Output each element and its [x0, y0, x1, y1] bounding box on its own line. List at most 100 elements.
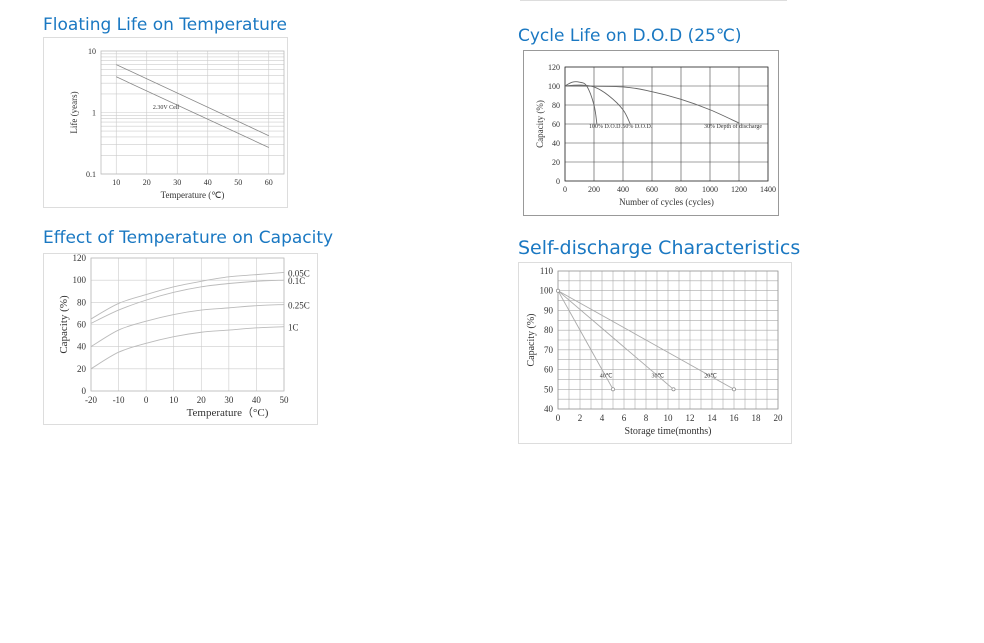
y-tick-label: 80	[552, 101, 560, 110]
y-tick-label: 120	[73, 254, 87, 263]
x-tick-label: 1000	[702, 185, 718, 194]
series-label: 50% D.O.D.	[622, 124, 652, 130]
series-line-1	[90, 279, 285, 324]
y-tick-label: 10	[88, 47, 96, 56]
y-tick-label: 80	[77, 297, 87, 307]
x-tick-label: 12	[686, 413, 695, 423]
end-point-marker	[671, 387, 676, 392]
y-axis-label: Capacity (%)	[535, 100, 545, 148]
y-tick-label: 90	[544, 305, 554, 315]
x-tick-label: 18	[752, 413, 762, 423]
x-tick-label: -20	[85, 395, 97, 405]
start-point-marker	[556, 288, 560, 293]
x-tick-label: 0	[144, 395, 149, 405]
x-axis-label: Temperature（°C)	[187, 406, 269, 419]
x-tick-label: 20	[197, 395, 207, 405]
end-point-marker	[611, 387, 615, 392]
x-tick-label: 0	[556, 413, 561, 423]
x-tick-label: 600	[646, 185, 658, 194]
plot-frame	[100, 50, 285, 175]
y-tick-label: 40	[77, 342, 87, 352]
x-axis-label: Storage time(months)	[625, 426, 712, 437]
y-tick-label: 0	[82, 386, 87, 396]
x-tick-label: 800	[675, 185, 687, 194]
series-line-2	[90, 304, 285, 348]
series-label: 20℃	[704, 373, 717, 379]
y-tick-label: 1	[92, 109, 96, 118]
x-tick-label: 10	[169, 395, 179, 405]
x-tick-label: 1200	[731, 185, 747, 194]
x-tick-label: 400	[617, 185, 629, 194]
plot-frame	[557, 270, 779, 410]
self-discharge-chart: 0 2 4 6 8 10 12 14 16 18 20 40 50 60 70 80 90 100 110 Stora…	[518, 262, 792, 444]
y-tick-label: 0.1	[86, 170, 96, 179]
chart-svg: 0 200 400 600 800 1000 1200 1400 0 20 40 60 80 100 120…	[535, 63, 776, 207]
y-tick-label: 100	[548, 82, 560, 91]
y-axis-label: Life (years)	[69, 91, 79, 133]
y-tick-label: 60	[552, 120, 560, 129]
x-tick-label: 16	[730, 413, 740, 423]
series-line-1	[557, 290, 674, 390]
series-label: 30% Depth of discharge	[704, 123, 762, 130]
y-tick-label: 20	[77, 364, 87, 374]
annotation-label: 2.30V Cell	[153, 105, 180, 111]
x-tick-label: 14	[708, 413, 718, 423]
y-tick-label: 70	[544, 345, 554, 355]
y-tick-label: 40	[544, 404, 554, 414]
x-tick-label: 50	[280, 395, 290, 405]
plot-frame	[90, 257, 285, 392]
y-tick-label: 120	[548, 63, 560, 72]
series-line-1	[564, 84, 631, 125]
series-label: 30℃	[652, 373, 665, 379]
cycle-life-title: Cycle Life on D.O.D (25℃)	[518, 26, 742, 46]
x-tick-label: 30	[173, 178, 181, 187]
series-label: 1C	[288, 323, 299, 333]
series-line-0	[564, 81, 598, 125]
plot-frame	[564, 66, 769, 182]
y-tick-label: 100	[540, 286, 554, 296]
y-tick-label: 60	[77, 320, 87, 330]
divider	[520, 0, 787, 1]
chart-svg: -20 -10 0 10 20 30 40 50 0 20 40 60 80 100 120 Temperat…	[58, 254, 310, 419]
x-axis-label: Temperature (℃)	[161, 190, 225, 200]
y-axis-label: Capacity (%)	[526, 313, 537, 366]
x-tick-label: 30	[224, 395, 234, 405]
x-tick-label: 6	[622, 413, 627, 423]
x-tick-label: 8	[644, 413, 649, 423]
x-tick-label: 50	[234, 178, 242, 187]
x-tick-label: 200	[588, 185, 600, 194]
self-discharge-title: Self-discharge Characteristics	[518, 237, 801, 259]
chart-svg: 0 2 4 6 8 10 12 14 16 18 20 40 50 60 70 80 90 100 110 Stora…	[526, 266, 784, 437]
x-tick-label: 10	[112, 178, 120, 187]
floating-life-title: Floating Life on Temperature	[43, 15, 287, 35]
series-label: 0.1C	[288, 276, 305, 286]
y-tick-label: 50	[544, 384, 554, 394]
temp-capacity-title: Effect of Temperature on Capacity	[43, 228, 334, 248]
x-tick-label: 20	[143, 178, 151, 187]
x-tick-label: 40	[252, 395, 262, 405]
x-tick-label: 4	[600, 413, 605, 423]
x-tick-label: 2	[578, 413, 583, 423]
y-tick-label: 60	[544, 365, 554, 375]
x-tick-label: 40	[204, 178, 212, 187]
chart-svg: 10 20 30 40 50 60 0.1 1 10 Temperature (℃) Life (y…	[69, 47, 285, 200]
series-line-3	[90, 326, 285, 370]
x-tick-label: 60	[265, 178, 273, 187]
series-label: 0.05C	[288, 268, 310, 278]
x-tick-label: 10	[664, 413, 674, 423]
floating-life-chart: 10 20 30 40 50 60 0.1 1 10 Temperature (℃) Life (y…	[43, 37, 288, 208]
series-line-2	[557, 290, 735, 390]
series-label: 40℃	[600, 373, 613, 379]
series-line-0	[90, 271, 285, 320]
x-axis-label: Number of cycles (cycles)	[619, 197, 714, 207]
x-tick-label: 20	[774, 413, 784, 423]
x-tick-label: 0	[563, 185, 567, 194]
end-point-marker	[732, 387, 736, 392]
y-tick-label: 20	[552, 158, 560, 167]
x-tick-label: 1400	[760, 185, 776, 194]
x-tick-label: -10	[113, 395, 125, 405]
temp-capacity-chart: -20 -10 0 10 20 30 40 50 0 20 40 60 80 100 120 Temperat…	[43, 253, 318, 425]
y-tick-label: 100	[73, 275, 87, 285]
band-lower-line	[116, 76, 269, 148]
y-axis-label: Capacity (%)	[58, 295, 70, 354]
